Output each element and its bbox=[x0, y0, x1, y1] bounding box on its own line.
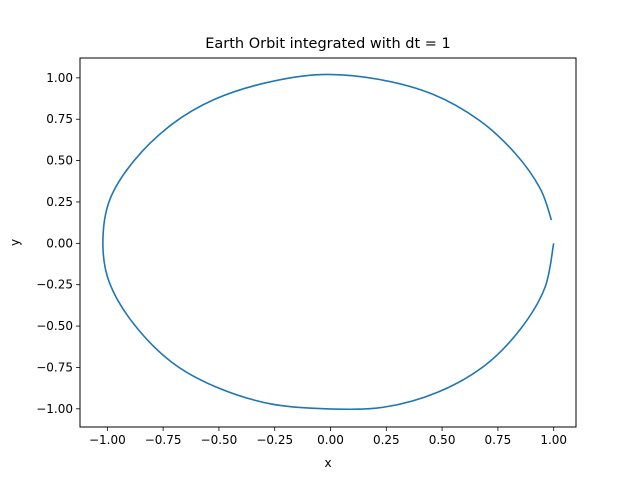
y-tick-label: 0.00 bbox=[46, 236, 73, 250]
plot-frame bbox=[79, 57, 577, 428]
x-axis-label: x bbox=[324, 456, 331, 470]
x-tick-label: 0.50 bbox=[429, 433, 456, 447]
y-axis-label: y bbox=[8, 239, 22, 246]
x-tick-label: −0.25 bbox=[256, 433, 293, 447]
x-tick-label: 0.00 bbox=[317, 433, 344, 447]
y-tick-label: 0.50 bbox=[46, 154, 73, 168]
x-tick-label: −1.00 bbox=[89, 433, 126, 447]
x-tick-label: −0.75 bbox=[145, 433, 182, 447]
y-tick-label: −0.50 bbox=[36, 319, 73, 333]
series-line-0 bbox=[102, 73, 555, 411]
x-tick-label: 1.00 bbox=[540, 433, 567, 447]
y-axis: −1.00 −0.75 −0.50 −0.25 0.00 0.25 0.50 0.75 1.00 bbox=[36, 71, 80, 416]
y-tick-label: −1.00 bbox=[36, 402, 73, 416]
y-tick-label: 1.00 bbox=[46, 71, 73, 85]
x-axis: −1.00 −0.75 −0.50 −0.25 0.00 0.25 0.50 0.75 1.00 bbox=[89, 427, 567, 447]
y-tick-label: −0.75 bbox=[36, 360, 73, 374]
y-tick-label: 0.25 bbox=[46, 195, 73, 209]
series-layer bbox=[102, 73, 555, 411]
x-tick-label: 0.25 bbox=[373, 433, 400, 447]
x-tick-label: −0.50 bbox=[201, 433, 238, 447]
chart-title: Earth Orbit integrated with dt = 1 bbox=[205, 36, 451, 52]
y-tick-label: −0.25 bbox=[36, 278, 73, 292]
y-tick-label: 0.75 bbox=[46, 112, 73, 126]
x-tick-label: 0.75 bbox=[485, 433, 512, 447]
